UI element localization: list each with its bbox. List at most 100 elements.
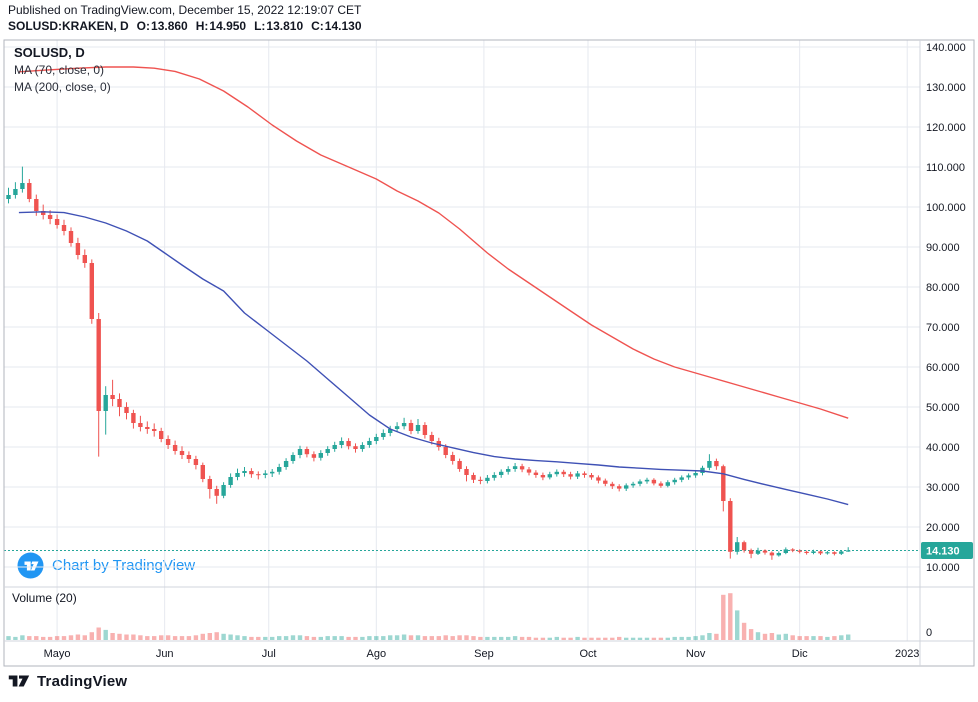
candle-body	[388, 429, 393, 433]
volume-bar	[575, 636, 580, 640]
candle-body	[360, 445, 365, 449]
volume-bar	[277, 636, 282, 640]
volume-bar	[68, 635, 74, 640]
volume-bar	[554, 636, 559, 640]
candle-body	[624, 485, 629, 489]
volume-bar	[485, 636, 490, 640]
volume-bar	[825, 636, 830, 640]
candle-body	[159, 431, 164, 439]
candle-body	[776, 553, 781, 556]
candle-body	[651, 479, 657, 484]
candle-body	[374, 437, 379, 441]
candle-body	[13, 189, 18, 195]
candle-body	[207, 479, 212, 489]
candle-body	[221, 485, 226, 496]
volume-bar	[651, 637, 657, 640]
candle-body	[707, 461, 712, 468]
tradingview-watermark-link[interactable]: Chart by TradingView	[17, 552, 195, 579]
volume-bar	[832, 636, 837, 640]
candle-body	[818, 551, 823, 554]
last-price-label: 14.130	[926, 546, 960, 558]
candle-body	[242, 471, 247, 473]
volume-bar	[499, 636, 504, 640]
candle-body	[686, 475, 691, 478]
candle-body	[825, 552, 830, 554]
open-value: 13.860	[151, 19, 188, 33]
legend-symbol-title: SOLUSD, D	[14, 45, 85, 60]
price-tick-label: 110.000	[926, 162, 965, 174]
candle-body	[748, 550, 754, 554]
candle-body	[367, 441, 372, 445]
low-value: 13.810	[266, 19, 304, 33]
time-tick-label: 2023	[895, 648, 919, 660]
candle-body	[381, 433, 386, 437]
volume-bar	[214, 632, 219, 640]
candle-body	[693, 473, 698, 476]
volume-bar	[748, 629, 754, 640]
volume-bar	[540, 637, 546, 640]
volume-bar	[561, 637, 566, 640]
candle-body	[741, 542, 747, 551]
candle-body	[512, 466, 518, 469]
candle-body	[526, 469, 532, 473]
legend-ma70-label: MA (70, close, 0)	[14, 63, 105, 77]
volume-bar	[519, 636, 525, 640]
volume-bar	[401, 634, 407, 640]
candle-body	[394, 426, 400, 429]
volume-bar	[422, 636, 428, 640]
high-value: 14.950	[209, 19, 247, 33]
volume-bar	[429, 636, 434, 640]
candle-body	[790, 549, 795, 551]
volume-bar	[839, 635, 844, 640]
tradingview-brand-link[interactable]: TradingView	[8, 672, 127, 690]
candle-body	[443, 447, 448, 455]
volume-bar	[221, 633, 226, 640]
candle-body	[290, 455, 296, 461]
volume-bar	[290, 635, 296, 640]
candle-body	[401, 423, 407, 427]
candle-body	[735, 542, 740, 552]
high-pair: H: 14.950	[195, 19, 247, 33]
close-pair: C: 14.130	[311, 19, 362, 33]
volume-bar	[304, 636, 310, 640]
candle-body	[755, 550, 761, 554]
chart-legend: SOLUSD, D MA (70, close, 0) MA (200, clo…	[14, 45, 111, 96]
candle-body	[96, 319, 101, 411]
volume-bar	[186, 636, 192, 640]
volume-bar	[811, 636, 816, 640]
candle-body	[318, 453, 323, 458]
candle-body	[568, 474, 573, 477]
volume-bar	[415, 635, 421, 640]
time-tick-label: Jun	[156, 648, 174, 660]
price-tick-label: 120.000	[926, 122, 966, 134]
volume-bar	[464, 635, 469, 640]
candle-body	[533, 472, 539, 475]
candle-body	[839, 551, 844, 554]
volume-bar	[172, 636, 178, 640]
time-tick-label: Mayo	[44, 648, 71, 660]
candle-body	[346, 441, 351, 447]
volume-bar	[297, 635, 303, 640]
candle-body	[277, 467, 282, 472]
volume-bar	[506, 636, 511, 640]
candle-body	[124, 407, 129, 413]
candle-body	[617, 486, 622, 489]
volume-bar	[311, 636, 317, 640]
volume-bar	[741, 622, 747, 640]
tradingview-watermark-icon	[17, 552, 44, 579]
volume-bar	[714, 633, 719, 640]
candle-body	[637, 481, 643, 484]
candle-body	[804, 551, 809, 553]
candle-body	[304, 449, 310, 455]
candle-body	[186, 455, 192, 459]
candle-body	[270, 471, 275, 474]
volume-bar	[367, 636, 372, 640]
volume-bar	[20, 635, 25, 640]
time-tick-label: Dic	[792, 648, 808, 660]
close-value: 14.130	[324, 19, 362, 33]
price-tick-label: 130.000	[926, 82, 966, 94]
candle-body	[547, 474, 552, 478]
price-tick-label: 40.000	[926, 442, 960, 454]
volume-bar	[75, 634, 81, 640]
